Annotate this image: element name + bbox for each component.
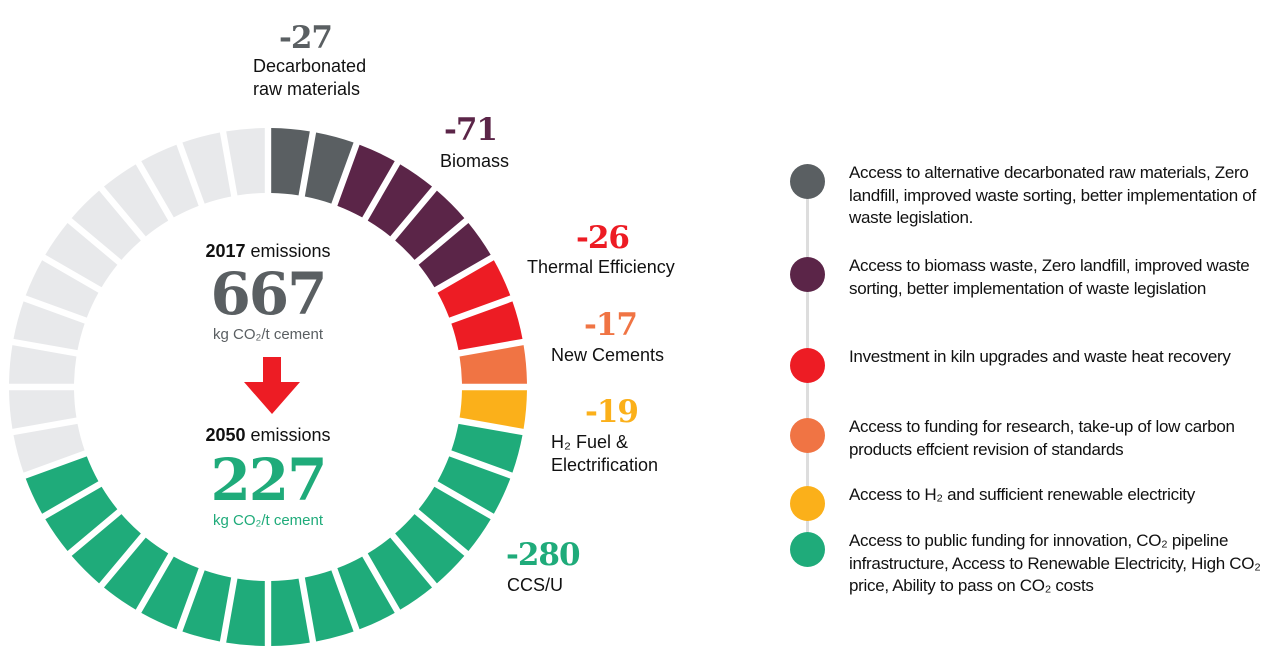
end-year-label: 2050 emissions: [205, 425, 331, 445]
ring-segment: [395, 514, 465, 584]
ring-segment: [71, 514, 141, 584]
legend-dot: [790, 164, 825, 199]
ring-segment: [13, 423, 85, 473]
ring-segment: [271, 578, 310, 646]
ring-segment: [459, 345, 527, 384]
ring-segment: [45, 222, 118, 288]
ring-segment: [226, 578, 265, 646]
legend-dot: [790, 348, 825, 383]
value-label: -26: [576, 220, 630, 256]
category-label: New Cements: [551, 345, 665, 365]
ring-segment: [25, 456, 99, 514]
donut-ring: [9, 128, 527, 646]
ring-segment: [337, 144, 395, 218]
down-arrow-icon: [244, 357, 300, 414]
start-unit: kg CO₂/t cement: [212, 326, 324, 343]
value-label: -19: [585, 394, 639, 430]
ring-segment: [25, 260, 99, 318]
ring-segment: [367, 164, 433, 237]
category-label: Decarbonated: [253, 56, 367, 76]
ring-segment: [9, 390, 77, 429]
category-label: H₂ Fuel &: [551, 432, 629, 452]
legend-dot: [790, 418, 825, 453]
ring-segment: [395, 190, 465, 260]
ring-segment: [437, 260, 511, 318]
legend-text: Access to public funding for innovation,…: [849, 531, 1261, 595]
value-label: -71: [444, 112, 498, 148]
start-year-label: 2017 emissions: [205, 241, 331, 261]
ring-segment: [271, 128, 310, 196]
legend-dot: [790, 486, 825, 521]
legend-text: Access to H₂ and sufficient renewable el…: [849, 485, 1195, 504]
ring-segment: [103, 164, 169, 237]
ring-segment: [451, 301, 523, 351]
ring-segment: [45, 486, 118, 552]
ring-segment: [226, 128, 265, 196]
value-label: -280: [506, 537, 581, 573]
legend-text: Access to funding for research, take-up …: [849, 417, 1235, 459]
ring-segment: [418, 486, 491, 552]
value-label: -17: [584, 307, 638, 343]
category-label: Electrification: [551, 455, 659, 475]
ring-segment: [367, 537, 433, 610]
ring-segment: [304, 132, 354, 204]
ring-segment: [337, 556, 395, 630]
start-value: 667: [210, 260, 327, 328]
ring-segment: [451, 423, 523, 473]
legend-text: Access to biomass waste, Zero landfill, …: [849, 256, 1250, 298]
legend-text: Investment in kiln upgrades and waste he…: [849, 347, 1231, 366]
value-label: -27: [279, 20, 333, 56]
end-value: 227: [210, 446, 327, 514]
ring-segment: [71, 190, 141, 260]
ring-segment: [304, 570, 354, 642]
ring-segment: [182, 132, 232, 204]
ring-segment: [418, 222, 491, 288]
ring-segment: [459, 390, 527, 429]
legend-dot: [790, 257, 825, 292]
legend-text: Access to alternative decarbonated raw m…: [849, 163, 1256, 227]
ring-segment: [9, 345, 77, 384]
end-unit: kg CO₂/t cement: [212, 512, 324, 529]
category-label: CCS/U: [507, 575, 564, 595]
ring-segment: [437, 456, 511, 514]
ring-segment: [182, 570, 232, 642]
ring-segment: [13, 301, 85, 351]
category-label: Biomass: [440, 151, 510, 171]
category-label: Thermal Efficiency: [527, 257, 675, 277]
category-label: raw materials: [253, 79, 361, 99]
ring-segment: [141, 144, 199, 218]
ring-segment: [103, 537, 169, 610]
legend-dot: [790, 532, 825, 567]
ring-segment: [141, 556, 199, 630]
